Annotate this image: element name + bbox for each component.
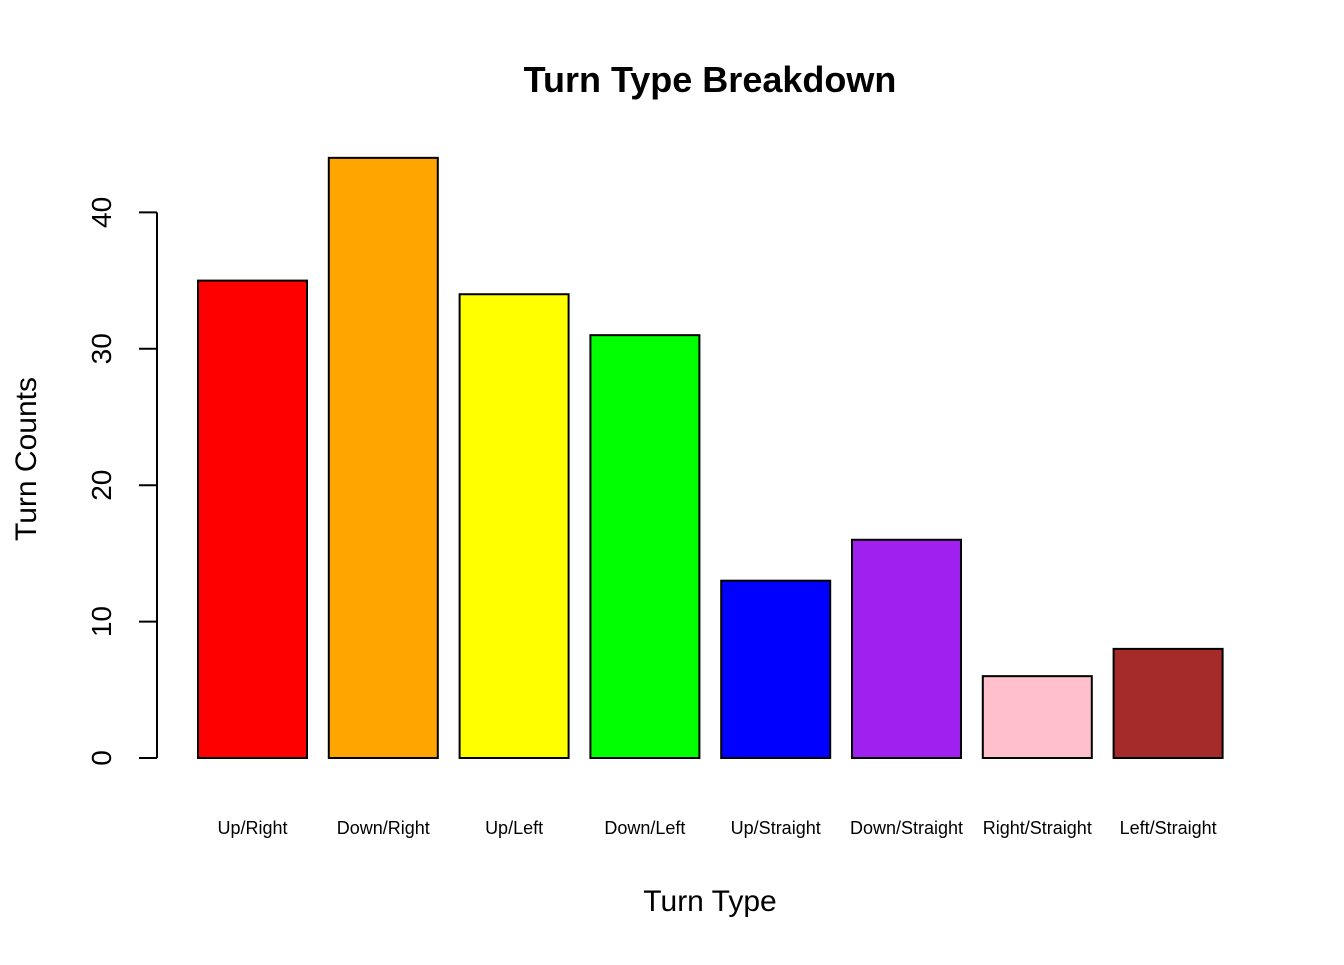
bar-up-left (458, 293, 570, 759)
x-category-label: Down/Left (604, 818, 685, 838)
x-category-label: Up/Straight (731, 818, 821, 838)
x-category-label: Up/Left (485, 818, 543, 838)
bar-down-straight (851, 538, 962, 760)
bar-down-right (327, 156, 439, 759)
bar-up-straight (720, 579, 832, 759)
y-tick-label: 30 (86, 333, 117, 364)
y-axis: 0 10 20 30 40 (86, 197, 158, 766)
bars-group (197, 156, 1224, 760)
y-tick-label: 20 (86, 470, 117, 501)
x-category-label: Left/Straight (1120, 818, 1217, 838)
bar-down-left (589, 334, 701, 759)
y-tick-label: 0 (86, 750, 117, 766)
bar-up-right (197, 279, 308, 759)
chart-title: Turn Type Breakdown (524, 59, 897, 100)
y-axis-title: Turn Counts (10, 377, 43, 541)
x-category-label: Down/Straight (850, 818, 963, 838)
y-tick-label: 40 (86, 197, 117, 228)
category-labels: Up/Right Down/Right Up/Left Down/Left Up/Str… (217, 818, 1216, 838)
y-tick-label: 10 (86, 606, 117, 637)
x-category-label: Up/Right (217, 818, 287, 838)
x-category-label: Right/Straight (983, 818, 1092, 838)
x-category-label: Down/Right (337, 818, 430, 838)
bar-right-straight (981, 675, 1093, 759)
bar-left-straight (1112, 647, 1224, 760)
x-axis-title: Turn Type (643, 885, 776, 918)
